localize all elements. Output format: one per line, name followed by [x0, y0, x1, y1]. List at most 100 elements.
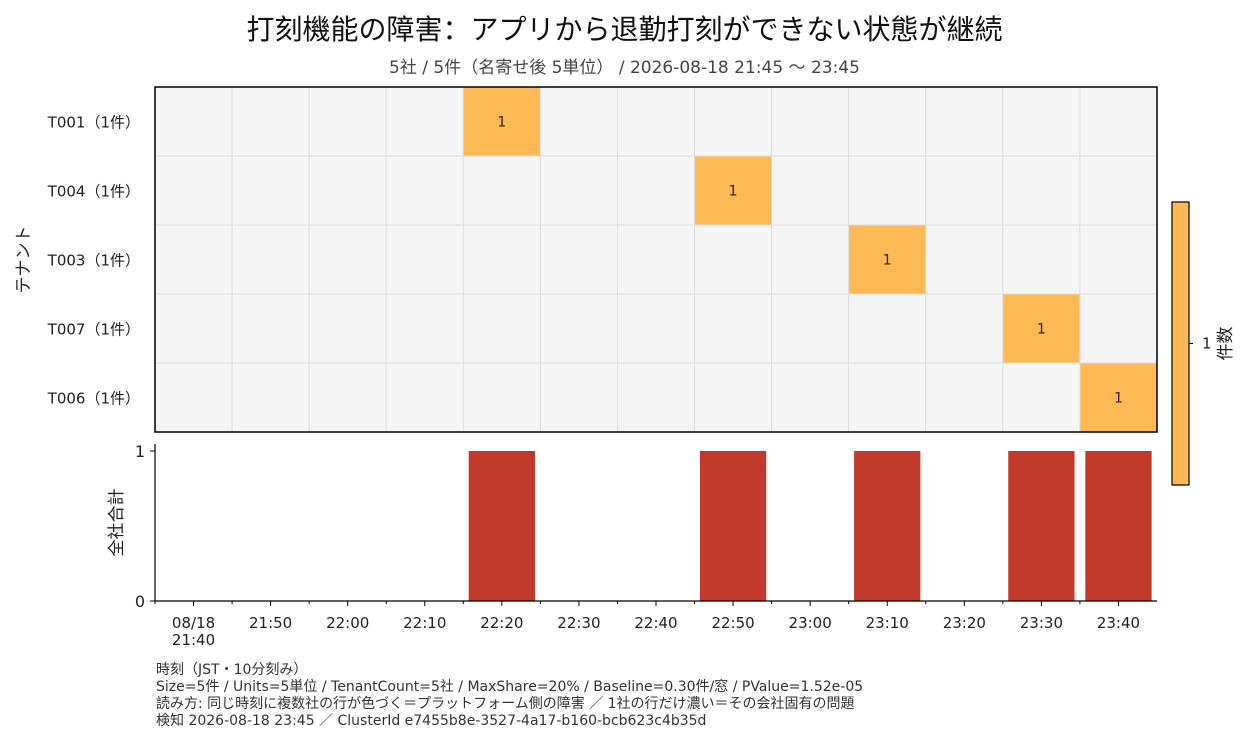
heatmap-cell: [925, 362, 1004, 433]
heatmap-row-label: T003（1件）: [47, 252, 140, 270]
heatmap-cell: [616, 293, 696, 364]
footer-reading-guide: 読み方: 同じ時刻に複数社の行が色づく＝プラットフォーム側の障害 ／ 1社の行だ…: [156, 696, 855, 712]
heatmap-cell: [925, 293, 1004, 364]
heatmap-cell: [1079, 224, 1158, 295]
heatmap-cell: [308, 224, 387, 295]
chart-title: 打刻機能の障害：アプリから退勤打刻ができない状態が継続: [246, 13, 1003, 46]
heatmap-cell: [154, 86, 233, 157]
heatmap-cell: [1002, 86, 1081, 157]
heatmap-cell: [848, 362, 927, 433]
footer-detection: 検知 2026-08-18 23:45 ／ ClusterId e7455b8e…: [156, 713, 707, 729]
bar-ylabel: 全社合計: [107, 489, 127, 557]
footer-stats: Size=5件 / Units=5単位 / TenantCount=5社 / M…: [156, 679, 864, 695]
bar-x-tick-label: 23:30: [1020, 614, 1063, 632]
heatmap-cell: [1079, 155, 1158, 226]
heatmap-cell: [385, 155, 464, 226]
bar: [1008, 451, 1075, 601]
heatmap-cell: [616, 155, 696, 226]
heatmap-cell: [154, 155, 233, 226]
heatmap-cell: [616, 86, 696, 157]
bar-x-tick-label: 21:50: [249, 614, 292, 632]
heatmap-cell: [308, 155, 387, 226]
heatmap-cell: [231, 224, 310, 295]
heatmap-cell: [308, 293, 387, 364]
heatmap-cell: [231, 362, 310, 433]
heatmap-row-label: T006（1件）: [47, 390, 140, 408]
heatmap-cell: [385, 224, 464, 295]
footer-notes: 時刻（JST・10分刻み） Size=5件 / Units=5単位 / Tena…: [156, 662, 863, 730]
heatmap-cell: [462, 362, 541, 433]
heatmap-cell: [154, 224, 233, 295]
bar-x-tick-label: 08/18: [172, 614, 215, 632]
heatmap-cell-label: 1: [1037, 322, 1046, 338]
heatmap-cell-label: 1: [729, 184, 738, 200]
bar: [699, 451, 767, 601]
colorbar: 1 件数: [1171, 201, 1236, 486]
heatmap-cell: [771, 293, 850, 364]
heatmap-cell: [771, 155, 850, 226]
bar-x-tick-label: 22:00: [326, 614, 369, 632]
heatmap-cell: [1002, 224, 1081, 295]
heatmap-cell: [1079, 293, 1158, 364]
heatmap-cell: [539, 362, 618, 433]
bar-x-tick-label: 23:10: [866, 614, 909, 632]
heatmap-cell: [925, 155, 1004, 226]
heatmap-cell: [925, 86, 1004, 157]
heatmap-cell: [308, 362, 387, 433]
heatmap-cell: [848, 293, 927, 364]
heatmap-cell-label: 1: [497, 115, 506, 131]
heatmap-cell: [231, 293, 310, 364]
heatmap-cell: [539, 86, 618, 157]
heatmap-cell: [848, 224, 927, 295]
colorbar-swatch: [1171, 201, 1190, 486]
heatmap-cell: [694, 293, 773, 364]
heatmap-ylabel: テナント: [14, 226, 34, 294]
bar-x-tick-label: 22:10: [403, 614, 446, 632]
colorbar-label: 件数: [1216, 327, 1236, 361]
bar-x-tick-label: 22:30: [557, 614, 600, 632]
heatmap-cell: [385, 293, 464, 364]
bar-x-tick-label: 22:20: [480, 614, 523, 632]
heatmap-cell: [694, 155, 773, 226]
heatmap-row-label: T001（1件）: [47, 114, 140, 132]
bar: [468, 451, 535, 601]
heatmap-cell: [1079, 362, 1158, 433]
heatmap-cell: [154, 293, 233, 364]
heatmap-cell: [539, 293, 618, 364]
heatmap-cell: [385, 86, 464, 157]
heatmap-cell: [616, 362, 696, 433]
heatmap-cell: [616, 224, 696, 295]
colorbar-tick-label: 1: [1202, 335, 1212, 353]
bar-x-tick-label: 21:40: [172, 631, 215, 649]
heatmap-cell: [771, 224, 850, 295]
heatmap-cell: [462, 293, 541, 364]
heatmap-cell: [771, 86, 850, 157]
heatmap-frame: [154, 86, 1158, 433]
heatmap-panel: 1 1 1 1 1 T001（1件） T004（1件） T003（1件） T007（1件） T00…: [14, 86, 1158, 433]
heatmap-cell: [694, 224, 773, 295]
chart-subtitle: 5社 / 5件（名寄せ後 5単位） / 2026-08-18 21:45 〜 2…: [389, 58, 860, 78]
bar-y-tick-label: 0: [135, 592, 145, 611]
bar-x-tick-label: 22:50: [711, 614, 754, 632]
heatmap-cell: [231, 155, 310, 226]
heatmap-cell-label: 1: [883, 253, 892, 269]
footer-xlabel: 時刻（JST・10分刻み）: [156, 662, 308, 678]
heatmap-cell: [385, 362, 464, 433]
heatmap-cell: [154, 362, 233, 433]
heatmap-cell: [462, 224, 541, 295]
heatmap-cell: [771, 362, 850, 433]
heatmap-cell: [694, 86, 773, 157]
heatmap-cell: [1002, 293, 1081, 364]
heatmap-cell: [231, 86, 310, 157]
heatmap-row-label: T004（1件）: [47, 183, 140, 201]
heatmap-cell: [539, 155, 618, 226]
heatmap-cell: [848, 155, 927, 226]
heatmap-cell: [1002, 155, 1081, 226]
heatmap-cell: [462, 155, 541, 226]
heatmap-cell: [848, 86, 927, 157]
bar: [1085, 451, 1152, 601]
heatmap-cell: [925, 224, 1004, 295]
heatmap-cell: [1079, 86, 1158, 157]
bar-x-tick-label: 23:00: [789, 614, 832, 632]
